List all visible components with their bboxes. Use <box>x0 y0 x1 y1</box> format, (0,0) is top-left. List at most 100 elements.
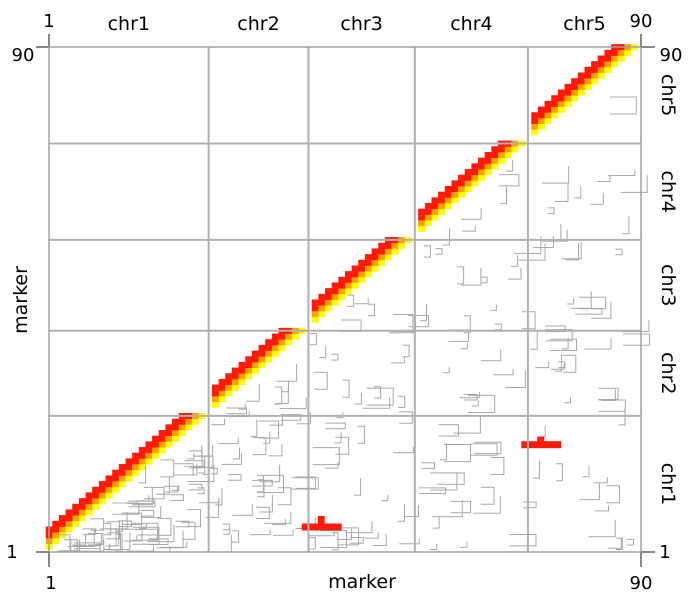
heatmap-cell-292 <box>597 72 605 79</box>
heatmap-cell-219 <box>458 186 466 193</box>
heatmap-cell-9 <box>58 526 67 533</box>
heatmap-cell-25 <box>85 503 93 510</box>
heatmap-cell-273 <box>564 95 572 102</box>
heatmap-cell-296 <box>604 66 612 73</box>
heatmap-cell-22 <box>78 503 86 510</box>
heatmap-cell-189 <box>391 242 399 249</box>
heatmap-cell-254 <box>531 117 539 124</box>
heatmap-cell-92 <box>211 390 220 397</box>
heatmap-cell-208 <box>438 197 446 204</box>
heatmap-cell-103 <box>231 378 239 386</box>
right-chrom-label-chr3: chr3 <box>657 264 679 306</box>
x-axis-label: marker <box>328 571 396 593</box>
heatmap-cell-118 <box>258 361 266 368</box>
heatmap-cell-270 <box>557 95 565 102</box>
heatmap-cell-91 <box>211 395 220 403</box>
heatmap-cell-213 <box>444 186 452 193</box>
heatmap-cell-68 <box>158 447 166 454</box>
heatmap-cell-239 <box>491 157 499 164</box>
heatmap-cell-203 <box>431 208 439 215</box>
heatmap-cell-147 <box>318 293 326 300</box>
heatmap-cell-297 <box>604 61 612 68</box>
heatmap-cell-45 <box>118 475 126 482</box>
heatmap-cell-175 <box>364 254 373 261</box>
right-chrom-label-chr4: chr4 <box>657 171 679 213</box>
heatmap-cell-63 <box>145 441 153 448</box>
heatmap-cell-196 <box>418 214 426 221</box>
heatmap-cell-123 <box>265 350 273 357</box>
heatmap-cell-4 <box>52 537 60 544</box>
heatmap-cell-53 <box>132 464 140 471</box>
heatmap-cell-110 <box>245 373 253 380</box>
heatmap-cell-151 <box>325 288 333 295</box>
heatmap-cell-52 <box>132 469 140 476</box>
heatmap-cell-104 <box>231 373 239 380</box>
heatmap-cell-205 <box>431 197 439 204</box>
heatmap-cell-72 <box>165 441 173 448</box>
heatmap-cell-67 <box>152 435 160 442</box>
heatmap-cell-12 <box>65 526 73 533</box>
heatmap-cell-263 <box>544 100 552 107</box>
heatmap-cell-137 <box>291 333 299 340</box>
heatmap-cell-62 <box>145 447 153 454</box>
heatmap-cell-113 <box>245 356 253 363</box>
heatmap-cell-156 <box>338 293 346 300</box>
heatmap-cell-272 <box>564 100 572 107</box>
heatmap-cell-148 <box>325 305 333 312</box>
heatmap-cell-202 <box>431 214 439 221</box>
heatmap-cell-66 <box>152 441 160 448</box>
heatmap-cell-218 <box>458 191 466 198</box>
heatmap-cell-116 <box>251 356 259 363</box>
heatmap-cell-212 <box>444 191 452 198</box>
heatmap-cell-216 <box>451 186 459 193</box>
heatmap-cell-11 <box>58 515 67 522</box>
heatmap-cell-191 <box>398 242 406 249</box>
heatmap-cell-294 <box>597 61 605 68</box>
hotspot-stem-0 <box>317 516 325 527</box>
heatmap-cell-209 <box>438 191 446 198</box>
heatmap-cell-236 <box>484 157 492 164</box>
heatmap-cell-286 <box>584 72 592 79</box>
heatmap-cell-249 <box>511 146 519 153</box>
heatmap-cell-90 <box>211 401 220 408</box>
heatmap-cell-58 <box>138 452 146 459</box>
heatmap-cell-184 <box>384 254 392 261</box>
heatmap-cell-238 <box>491 163 499 170</box>
heatmap-cell-76 <box>172 435 180 442</box>
heatmap-cell-197 <box>418 208 426 215</box>
heatmap-cell-182 <box>378 248 386 255</box>
heatmap-cell-119 <box>258 356 266 363</box>
heatmap-cell-87 <box>192 418 200 425</box>
heatmap-cell-302 <box>611 49 619 56</box>
heatmap-cell-117 <box>251 350 259 357</box>
heatmap-cell-74 <box>165 430 173 437</box>
top-axis: 1 90 chr1 chr2 chr3 chr4 chr5 <box>43 11 652 47</box>
heatmap-cell-230 <box>478 174 486 181</box>
heatmap-cell-15 <box>65 509 73 516</box>
heatmap-cell-200 <box>424 208 432 215</box>
heatmap-cell-44 <box>118 481 126 488</box>
top-chromosome-labels: chr1 chr2 chr3 chr4 chr5 <box>108 13 606 35</box>
heatmap-cell-47 <box>118 464 126 471</box>
heatmap-cell-102 <box>231 384 239 391</box>
heatmap-cell-7 <box>52 520 60 527</box>
heatmap-cell-293 <box>597 66 605 73</box>
heatmap-cell-79 <box>172 418 180 425</box>
heatmap-cell-287 <box>584 66 592 73</box>
heatmap-cell-42 <box>112 475 120 482</box>
heatmap-cell-265 <box>551 106 559 113</box>
heatmap-cell-17 <box>72 515 80 522</box>
heatmap-cell-49 <box>125 469 133 476</box>
heatmap-cell-14 <box>65 515 73 522</box>
heatmap-cell-108 <box>238 367 246 374</box>
heatmap-cell-36 <box>105 492 113 499</box>
heatmap-cell-128 <box>271 339 279 346</box>
heatmap-cell-271 <box>557 89 565 96</box>
heatmap-cell-169 <box>358 271 366 278</box>
heatmap-cell-13 <box>65 520 73 527</box>
heatmap-cell-277 <box>571 89 579 96</box>
heatmap-cell-38 <box>105 481 113 488</box>
heatmap-cell-16 <box>72 520 80 527</box>
heatmap-cell-78 <box>172 424 180 431</box>
